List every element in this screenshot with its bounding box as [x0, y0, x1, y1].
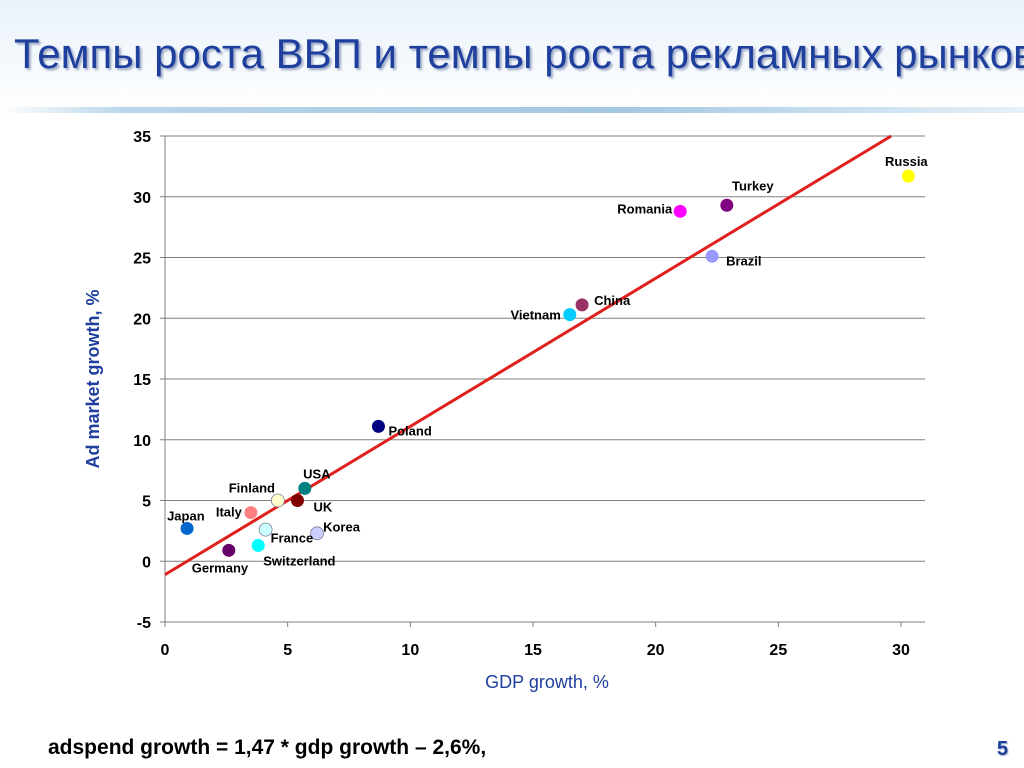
point-poland [371, 419, 385, 433]
y-tick-label: -5 [137, 615, 151, 632]
x-tick-label: 20 [647, 642, 665, 659]
point-label-poland: Poland [388, 423, 431, 438]
point-label-russia: Russia [885, 154, 928, 169]
x-tick-label: 15 [524, 642, 542, 659]
page-number: 5 [996, 738, 1008, 760]
point-label-brazil: Brazil [726, 253, 761, 268]
point-brazil [705, 249, 719, 263]
point-japan [180, 521, 194, 535]
point-label-germany: Germany [192, 560, 249, 575]
point-label-finland: Finland [229, 481, 275, 496]
point-label-korea: Korea [323, 519, 361, 534]
point-romania [673, 204, 687, 218]
point-label-switzerland: Switzerland [263, 553, 335, 568]
axes: -5 0 5 10 15 20 25 30 35 0 5 10 15 20 25 30 [133, 129, 925, 659]
point-label-romania: Romania [617, 201, 673, 216]
point-germany [222, 543, 236, 557]
point-label-japan: Japan [167, 508, 205, 523]
y-tick-label: 5 [142, 494, 151, 511]
point-label-usa: USA [303, 466, 331, 481]
regression-line [164, 134, 892, 576]
x-tick-label: 0 [161, 642, 170, 659]
y-tick-label: 20 [133, 311, 151, 328]
y-tick-label: 10 [133, 433, 151, 450]
point-uk [290, 494, 304, 507]
title-band [0, 0, 1024, 112]
point-russia [901, 169, 915, 183]
point-usa [298, 481, 312, 495]
point-label-uk: UK [313, 500, 332, 515]
point-switzerland [251, 538, 265, 552]
point-korea [310, 526, 325, 541]
x-tick-label: 30 [892, 642, 910, 659]
point-finland [270, 493, 285, 508]
point-italy [244, 506, 258, 520]
x-tick-label: 25 [769, 642, 787, 659]
gridlines [165, 135, 925, 623]
point-label-china: China [594, 293, 631, 308]
y-tick-label: 0 [142, 554, 151, 571]
y-tick-label: 35 [133, 129, 151, 146]
y-tick-label: 25 [133, 251, 151, 268]
x-tick-label: 5 [283, 642, 292, 659]
point-france [258, 522, 273, 537]
point-vietnam [563, 308, 577, 322]
point-label-turkey: Turkey [732, 178, 774, 193]
data-points [180, 169, 915, 557]
y-tick-label: 15 [133, 372, 151, 389]
slide-title: Темпы роста ВВП и темпы роста рекламных … [14, 30, 1024, 77]
point-china [575, 298, 589, 312]
point-label-france: France [271, 531, 314, 546]
x-tick-label: 10 [401, 642, 419, 659]
point-labels: Russia Turkey Romania Brazil China Vietnam Pol… [167, 154, 928, 575]
trendline-layer [164, 134, 892, 576]
point-label-italy: Italy [216, 505, 243, 520]
point-label-vietnam: Vietnam [510, 308, 560, 323]
x-axis-title: GDP growth, % [485, 672, 609, 692]
point-turkey [720, 198, 734, 212]
y-axis-title: Ad market growth, % [83, 289, 103, 468]
y-tick-label: 30 [133, 190, 151, 207]
title-divider [0, 107, 1024, 113]
regression-formula: adspend growth = 1,47 * gdp growth – 2,6… [48, 736, 487, 759]
